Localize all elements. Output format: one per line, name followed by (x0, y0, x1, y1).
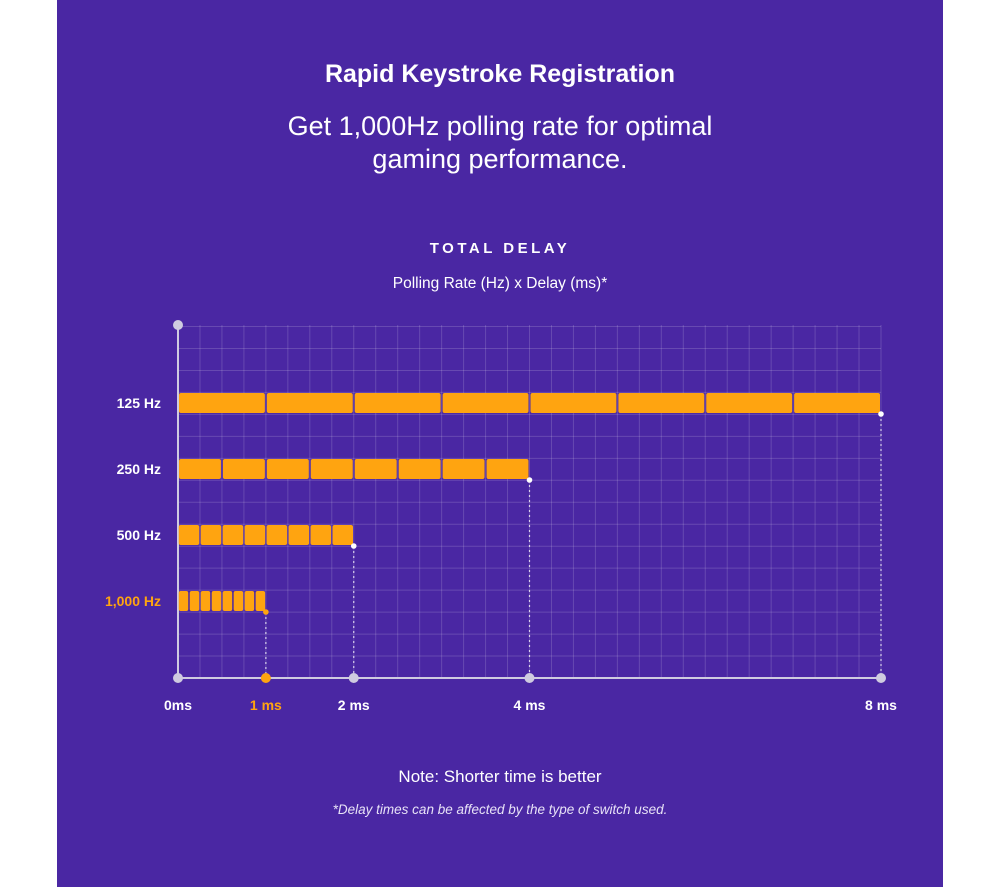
bar-segment (255, 591, 266, 611)
x-tick-dot (876, 673, 886, 683)
page-title: Rapid Keystroke Registration (324, 60, 676, 88)
bar-segment (222, 591, 233, 611)
page-subtitle: Get 1,000Hz polling rate for optimal gam… (57, 110, 943, 176)
x-tick-dot (348, 673, 359, 683)
bar-end-dot (350, 543, 357, 549)
x-tick-label: 2 ms (338, 697, 370, 713)
chart-subheading: Polling Rate (Hz) x Delay (ms)* (392, 275, 608, 292)
bar-segment (310, 459, 353, 479)
bar-segment (354, 393, 441, 413)
bar-segment (398, 459, 441, 479)
category-label: 1,000 Hz (105, 593, 161, 609)
x-tick-dot (260, 673, 271, 683)
bar-segment (222, 525, 244, 545)
bar-segment (211, 591, 222, 611)
bar-segment (530, 393, 617, 413)
bar-segment (222, 459, 265, 479)
x-tick-dot (524, 673, 535, 683)
bar-segment (442, 459, 485, 479)
bar-segment (200, 591, 211, 611)
category-label: 500 Hz (117, 527, 161, 543)
bar-segment (266, 525, 288, 545)
category-label: 125 Hz (117, 395, 161, 411)
category-label: 250 Hz (117, 461, 161, 477)
bar-segment (794, 393, 880, 413)
bar-end-dot (526, 477, 533, 483)
bar-segment (189, 591, 200, 611)
x-tick-label: 4 ms (514, 697, 546, 713)
bar-segment (244, 591, 255, 611)
bar-segment (332, 525, 353, 545)
bar-segment (244, 525, 266, 545)
bar-end-dot (263, 609, 269, 615)
y-axis-end-dot (173, 320, 183, 330)
bar-segment (288, 525, 310, 545)
bar-segment (179, 393, 265, 413)
x-tick-label: 0ms (164, 697, 192, 713)
footnote-text: *Delay times can be affected by the type… (332, 802, 668, 817)
bar-segment (233, 591, 244, 611)
x-tick-dot (173, 673, 183, 683)
bar-segment (266, 393, 353, 413)
bar-segment (178, 525, 200, 545)
bar-segment (354, 459, 397, 479)
bar-segment (266, 459, 309, 479)
x-tick-label: 8 ms (865, 697, 897, 713)
note-text: Note: Shorter time is better (398, 767, 602, 786)
bar-segment (618, 393, 705, 413)
bar-end-dot (878, 411, 884, 417)
subtitle-line-2: gaming performance. (372, 144, 628, 174)
chart-heading: TOTAL DELAY (429, 240, 571, 257)
infographic-panel: Rapid Keystroke Registration Get 1,000Hz… (57, 0, 943, 887)
bar-segment (179, 459, 221, 479)
bar-segment (706, 393, 793, 413)
bar-segment (200, 525, 222, 545)
x-tick-label: 1 ms (250, 697, 282, 713)
bar-segment (178, 591, 189, 611)
subtitle-line-1: Get 1,000Hz polling rate for optimal (287, 111, 713, 141)
bar-segment (442, 393, 529, 413)
bar-segment (486, 459, 529, 479)
bar-segment (310, 525, 332, 545)
